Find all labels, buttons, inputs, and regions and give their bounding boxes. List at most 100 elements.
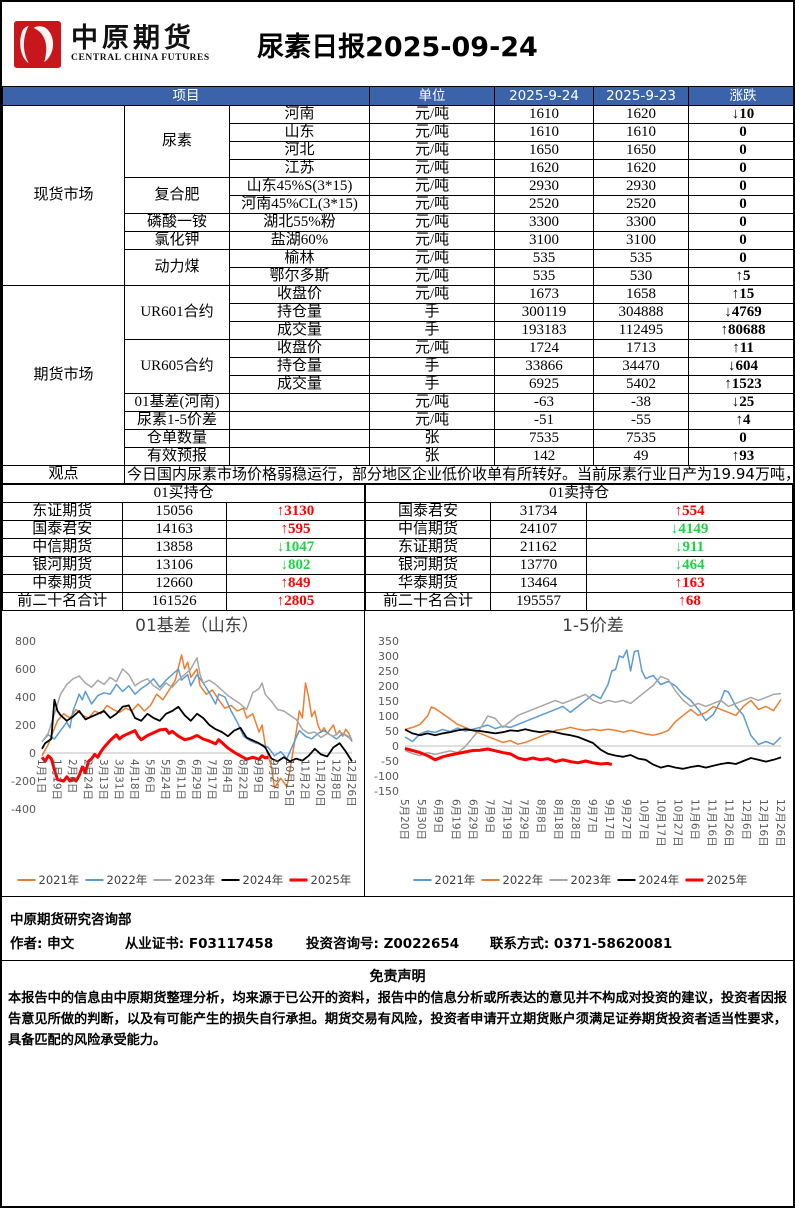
- x-tick-label: 5月24日: [159, 759, 171, 800]
- table-row: 现货市场 尿素 河南 元/吨 1610 1620 ↓10: [2, 105, 793, 286]
- x-tick-label: 5月6日: [144, 759, 156, 793]
- series-line-2025年: [404, 746, 613, 767]
- table-cell: 7535: [494, 429, 595, 448]
- positions-section: 01买持仓 东证期货 15056 ↑3130 国泰君安 14163 ↑595 中信期货 1385…: [2, 484, 793, 611]
- position-row: 国泰君安 14163 ↑595: [2, 520, 366, 539]
- table-cell: 34470: [593, 357, 690, 376]
- x-tick-label: 11月16日: [706, 799, 718, 847]
- advisory-info: 投资咨询号: Z0022654: [305, 936, 460, 952]
- series-line-2023年: [41, 657, 353, 743]
- table-row: 期货市场 UR601合约 收盘价 元/吨 1673 1658 ↑15: [2, 285, 793, 466]
- table-cell: 涨跌: [688, 86, 793, 106]
- position-change: ↑163: [586, 574, 793, 593]
- table-cell: 2025-9-24: [494, 86, 595, 106]
- legend-label: 2021年: [39, 873, 80, 887]
- x-tick-label: 8月8日: [535, 799, 547, 833]
- table-cell: 193183: [494, 321, 595, 340]
- y-tick-label: -150: [374, 785, 399, 798]
- table-cell: 1650: [494, 141, 595, 160]
- table-cell: 手: [369, 303, 496, 322]
- table-cell: 3100: [494, 231, 595, 250]
- legend-label: 2024年: [243, 873, 284, 887]
- table-cell: -55: [593, 411, 690, 430]
- footer-info: 中原期货研究咨询部 作者: 申文 从业证书: F03117458 投资咨询号: …: [2, 897, 793, 961]
- table-cell: [228, 411, 371, 430]
- series-line-2021年: [41, 654, 353, 789]
- x-tick-label: 6月11日: [175, 759, 187, 800]
- table-cell: 1724: [494, 339, 595, 358]
- change-cell: ↑93: [688, 447, 793, 466]
- table-cell: 成交量: [228, 321, 371, 340]
- position-row: 中泰期货 12660 ↑849: [2, 574, 366, 593]
- table-row: 河南45%CL(3*15) 元/吨 2520 2520 0: [3, 195, 793, 214]
- table-cell: 手: [369, 321, 496, 340]
- x-tick-label: 12月26日: [774, 799, 786, 847]
- table-cell: 1658: [593, 285, 690, 304]
- position-value: 12660: [121, 574, 227, 593]
- table-cell: 元/吨: [369, 393, 496, 412]
- author-info: 作者: 申文: [10, 936, 75, 952]
- table-cell: 持仓量: [228, 303, 371, 322]
- legend-label: 2022年: [107, 873, 148, 887]
- spread-chart: 1-5价差 350 300 250 200 150 100 50 0 -50 -100 -1505月2…: [374, 616, 786, 887]
- x-tick-label: 5月20日: [398, 799, 410, 840]
- table-row: 鄂尔多斯 元/吨 535 530 ↑5: [3, 267, 793, 286]
- table-row: 持仓量手 300119 304888 ↓4769: [3, 303, 793, 322]
- position-value: 13464: [489, 574, 588, 593]
- page-title: 尿素日报2025-09-24: [257, 31, 538, 63]
- y-tick-label: 400: [15, 691, 36, 704]
- table-cell: 元/吨: [369, 267, 496, 286]
- position-row: 华泰期货 13464 ↑163: [365, 574, 793, 593]
- position-row: 银河期货 13106 ↓802: [2, 556, 366, 575]
- table-cell: 复合肥: [124, 177, 230, 214]
- cert-info: 从业证书: F03117458: [124, 936, 274, 952]
- legend-label: 2024年: [639, 873, 680, 887]
- x-tick-label: 11月2日: [299, 759, 311, 800]
- table-cell: 535: [593, 249, 690, 268]
- legend-label: 2025年: [311, 873, 352, 887]
- x-tick-label: 2月24日: [82, 759, 94, 800]
- table-cell: 河北: [228, 141, 371, 160]
- table-cell: 530: [593, 267, 690, 286]
- x-tick-label: 6月29日: [466, 799, 478, 840]
- y-tick-label: -100: [374, 770, 399, 783]
- x-tick-label: 4月18日: [128, 759, 140, 800]
- y-tick-label: 300: [378, 650, 399, 663]
- position-value: 13770: [489, 556, 588, 575]
- table-cell: 3100: [593, 231, 690, 250]
- series-line-2025年: [40, 727, 269, 783]
- change-cell: ↑11: [688, 339, 793, 358]
- position-table-long: 01买持仓 东证期货 15056 ↑3130 国泰君安 14163 ↑595 中信期货 1385…: [2, 484, 366, 611]
- table-cell: 元/吨: [369, 231, 496, 250]
- y-tick-label: 50: [385, 725, 399, 738]
- change-cell: 0: [688, 231, 793, 250]
- x-tick-label: 2月6日: [66, 759, 78, 793]
- table-cell: 33866: [494, 357, 595, 376]
- legend-label: 2023年: [175, 873, 216, 887]
- change-cell: 0: [688, 123, 793, 142]
- position-value: 15056: [121, 502, 227, 521]
- y-tick-label: 600: [15, 663, 36, 676]
- table-cell: 1620: [494, 159, 595, 178]
- series-line-2022年: [41, 668, 353, 760]
- change-cell: ↓4769: [688, 303, 793, 322]
- position-change: ↓802: [225, 556, 366, 575]
- table-cell: 2930: [494, 177, 595, 196]
- change-cell: ↑4: [688, 411, 793, 430]
- spread-chart-cell: 1-5价差 350 300 250 200 150 100 50 0 -50 -100 -150 5月2…: [365, 611, 793, 896]
- table-cell: 山东: [228, 123, 371, 142]
- y-tick-label: 350: [378, 635, 399, 648]
- position-row: 前二十名合计 161526 ↑2805: [2, 592, 366, 611]
- x-tick-label: 8月18日: [552, 799, 564, 840]
- table-cell: 01基差(河南): [124, 393, 230, 412]
- position-change: ↓4149: [586, 520, 793, 539]
- table-cell: 1610: [494, 123, 595, 142]
- broker-name: 东证期货: [2, 502, 123, 521]
- table-cell: -38: [593, 393, 690, 412]
- logo-name-en: CENTRAL CHINA FUTURES: [71, 53, 210, 64]
- legend-label: 2023年: [571, 873, 612, 887]
- table-cell: 榆林: [228, 249, 371, 268]
- series-line-2023年: [404, 675, 782, 757]
- table-cell: 收盘价: [228, 339, 371, 358]
